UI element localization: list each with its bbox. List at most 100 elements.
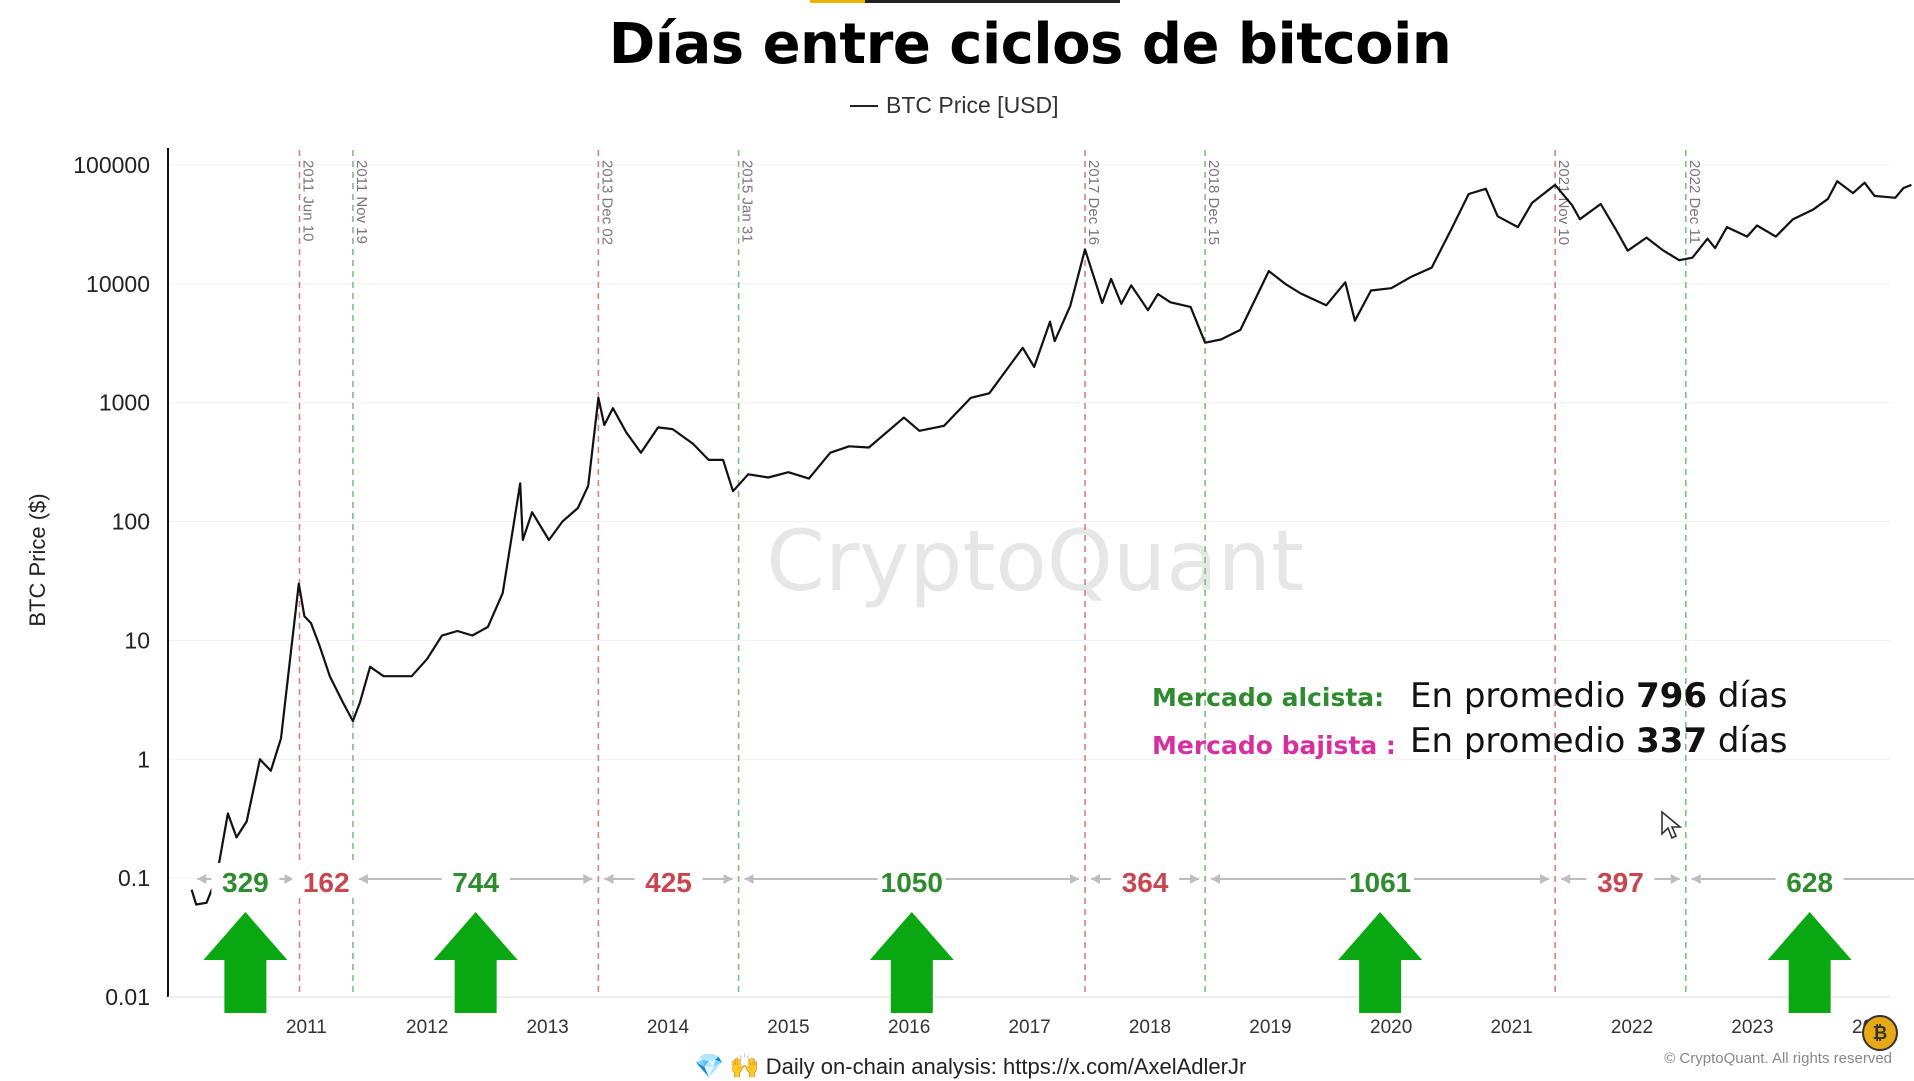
- bull-up-arrow-icon: [869, 912, 954, 1013]
- duration-arrow-left-head: [1561, 874, 1571, 884]
- duration-arrow-left-head: [1691, 874, 1701, 884]
- cycle-date-label: 2015 Jan 31: [739, 160, 756, 243]
- duration-arrow-right-head: [1070, 874, 1080, 884]
- mouse-cursor-icon: [1661, 810, 1683, 840]
- y-tick-label: 0.1: [118, 865, 150, 891]
- bear-market-label: Mercado bajista :: [1152, 731, 1396, 760]
- cycle-date-label: 2013 Dec 02: [598, 160, 615, 245]
- cycle-date-label: 2011 Jun 10: [299, 160, 316, 241]
- x-tick-label: 2019: [1249, 1017, 1291, 1038]
- duration-label-bg: [1346, 863, 1415, 893]
- bull-up-arrow-icon: [1767, 912, 1852, 1013]
- bull-up-arrow-icon: [433, 912, 518, 1013]
- duration-label-bg: [1775, 863, 1844, 893]
- bitcoin-mic-icon: ₿: [1862, 1015, 1898, 1051]
- cycle-duration-bull: 744: [358, 863, 593, 1013]
- x-tick-label: 2022: [1611, 1017, 1653, 1038]
- cycle-duration-bull: 1050: [744, 863, 1080, 1013]
- x-tick-label: 2015: [767, 1017, 809, 1038]
- bull-days: 796: [1636, 676, 1708, 716]
- cycle-duration-bull: 628: [1691, 863, 1914, 1013]
- diamond-icon: 💎: [694, 1053, 724, 1080]
- y-tick-label: 10: [124, 627, 150, 653]
- raised-hands-icon: 🙌: [729, 1053, 760, 1080]
- btc-price-line: [190, 180, 1912, 906]
- cycle-date-label: 2022 Dec 11: [1686, 160, 1703, 244]
- duration-label-bg: [211, 863, 280, 893]
- duration-arrow-right-head: [1190, 874, 1200, 884]
- duration-days-label: 329: [222, 867, 269, 898]
- top-bar-accent: [810, 0, 865, 3]
- bull-prefix: En promedio: [1410, 676, 1637, 716]
- duration-label-bg: [1586, 863, 1655, 893]
- duration-arrow-right-head: [1540, 874, 1550, 884]
- duration-arrow-right-head: [284, 874, 294, 884]
- bull-suffix: días: [1707, 676, 1788, 716]
- duration-days-label: 1050: [881, 867, 943, 898]
- y-tick-label: 1000: [99, 390, 150, 416]
- bear-days: 337: [1636, 721, 1708, 761]
- y-tick-label: 0.01: [105, 984, 150, 1010]
- legend-series-label: BTC Price [USD]: [886, 92, 1059, 118]
- legend-line-swatch: [850, 104, 878, 107]
- duration-days-label: 364: [1122, 867, 1169, 898]
- x-tick-label: 2011: [286, 1017, 327, 1038]
- cycle-duration-bull: 1061: [1211, 863, 1550, 1013]
- y-tick-label: 1: [137, 746, 150, 772]
- x-tick-label: 2018: [1129, 1017, 1171, 1038]
- cycle-date-label: 2018 Dec 15: [1205, 160, 1222, 245]
- duration-arrow-left-head: [744, 874, 754, 884]
- footer: 💎 🙌 Daily on-chain analysis: https://x.c…: [694, 1052, 1246, 1081]
- footer-text: Daily on-chain analysis: https://x.com/A…: [765, 1053, 1247, 1079]
- y-tick-label: 10000: [86, 271, 150, 297]
- duration-days-label: 1061: [1349, 867, 1411, 898]
- duration-days-label: 397: [1597, 867, 1644, 898]
- duration-arrow-right-head: [1670, 874, 1680, 884]
- cycle-date-label: 2021 Nov 10: [1555, 160, 1572, 245]
- bear-suffix: días: [1707, 721, 1788, 761]
- bull-up-arrow-icon: [203, 912, 288, 1013]
- duration-label-bg: [1111, 863, 1180, 893]
- bull-up-arrow-icon: [1338, 912, 1423, 1013]
- x-tick-label: 2012: [406, 1017, 448, 1038]
- cycle-date-label: 2011 Nov 19: [353, 160, 370, 244]
- duration-days-label: 162: [303, 867, 350, 898]
- cycle-duration-bull: 329: [197, 863, 294, 1013]
- cycle-duration-bear: 425: [604, 863, 733, 898]
- duration-arrow-left-head: [358, 874, 368, 884]
- x-tick-label: 2020: [1370, 1017, 1412, 1038]
- cycle-duration-bear: 397: [1561, 863, 1680, 898]
- x-tick-label: 2013: [526, 1017, 568, 1038]
- copyright: © CryptoQuant. All rights reserved: [1664, 1050, 1892, 1067]
- cycle-duration-bear: 364: [1091, 863, 1200, 898]
- bull-market-average: En promedio 796 días: [1410, 676, 1788, 716]
- bear-prefix: En promedio: [1410, 721, 1637, 761]
- duration-label-bg: [877, 863, 946, 893]
- chart-title: Días entre ciclos de bitcoin: [608, 12, 1452, 77]
- x-tick-label: 2021: [1490, 1017, 1532, 1038]
- y-tick-label: 100: [112, 509, 150, 535]
- duration-arrow-right-head: [723, 874, 733, 884]
- duration-label-bg: [441, 863, 510, 893]
- top-bar: [810, 0, 1120, 3]
- x-tick-label: 2014: [647, 1017, 690, 1038]
- duration-label-bg: [634, 863, 703, 893]
- x-tick-label: 2023: [1731, 1017, 1773, 1038]
- y-tick-label: 100000: [73, 152, 150, 178]
- watermark-text: CryptoQuant: [766, 512, 1304, 610]
- duration-arrow-left-head: [604, 874, 614, 884]
- x-tick-label: 2016: [888, 1017, 930, 1038]
- duration-days-label: 744: [452, 867, 499, 898]
- cycle-duration-bear: 162: [292, 863, 361, 898]
- duration-arrow-left-head: [1211, 874, 1221, 884]
- duration-label-bg: [292, 863, 361, 893]
- bear-market-average: En promedio 337 días: [1410, 721, 1788, 761]
- bull-market-label: Mercado alcista:: [1152, 683, 1385, 712]
- cycle-date-label: 2017 Dec 16: [1085, 160, 1102, 245]
- duration-arrow-left-head: [197, 874, 207, 884]
- duration-arrow-left-head: [1091, 874, 1101, 884]
- x-tick-label: 2017: [1008, 1017, 1050, 1038]
- legend: BTC Price [USD]: [850, 92, 1059, 119]
- duration-days-label: 425: [645, 867, 692, 898]
